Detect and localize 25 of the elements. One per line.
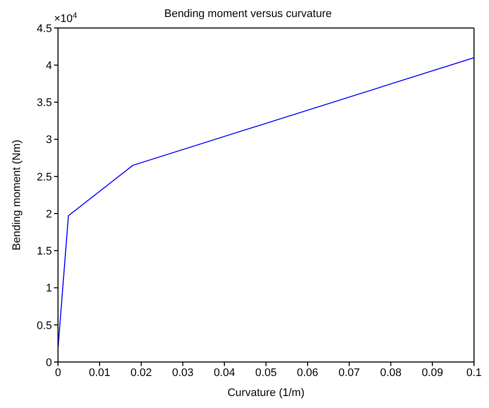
y-axis-title: Bending moment (Nm): [10, 140, 23, 250]
chart-title: Bending moment versus curvature: [164, 8, 332, 20]
x-axis-title: Curvature (1/m): [227, 387, 305, 399]
y-tick-label: 4.5: [36, 22, 52, 35]
x-tick-label: 0.1: [466, 366, 482, 379]
y-tick-label: 1.5: [36, 246, 52, 258]
x-tick-label: 0.05: [255, 366, 277, 379]
x-tick-label: 0.01: [88, 366, 110, 379]
x-tick-label: 0: [54, 366, 62, 379]
text: ×10$^{4}$: [54, 10, 78, 25]
x-tick-label: 0.03: [172, 366, 194, 379]
x-tick-label: 0.02: [130, 366, 152, 379]
x-tick-label: 0.06: [296, 366, 318, 379]
y-tick-label: 2: [46, 208, 52, 220]
y-tick-label: 3.5: [36, 97, 52, 110]
y-tick-label: 0.5: [36, 320, 52, 332]
y-tick-label: 4: [46, 60, 52, 72]
x-tick-label: 0.08: [380, 366, 402, 379]
x-tick-label: 0.09: [422, 366, 444, 379]
y-tick-label: 3: [46, 134, 52, 146]
y-tick-label: 1: [46, 282, 52, 295]
x-tick-label: 0.07: [338, 366, 360, 379]
y-tick-label: 0: [46, 356, 52, 369]
x-tick-label: 0.04: [214, 366, 236, 379]
y-tick-label: 2.5: [36, 171, 52, 184]
